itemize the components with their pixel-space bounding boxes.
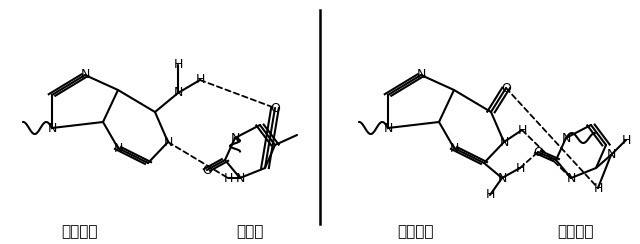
Text: N: N bbox=[497, 172, 507, 184]
Text: シトシン: シトシン bbox=[557, 224, 593, 240]
Text: N: N bbox=[173, 87, 182, 100]
Text: N: N bbox=[606, 149, 616, 162]
Text: N: N bbox=[47, 122, 57, 134]
Text: N: N bbox=[499, 135, 509, 149]
Text: N: N bbox=[80, 69, 90, 81]
Text: チミン: チミン bbox=[236, 224, 264, 240]
Text: N: N bbox=[566, 172, 576, 184]
Text: O: O bbox=[202, 163, 212, 176]
Text: O: O bbox=[533, 145, 543, 159]
Text: H: H bbox=[195, 73, 205, 87]
Text: H: H bbox=[485, 189, 495, 202]
Text: O: O bbox=[270, 102, 280, 114]
Text: H: H bbox=[517, 123, 527, 136]
Text: アデニン: アデニン bbox=[61, 224, 99, 240]
Text: N: N bbox=[561, 132, 571, 144]
Text: N: N bbox=[113, 142, 123, 154]
Text: H: H bbox=[515, 162, 525, 174]
Text: N: N bbox=[163, 135, 173, 149]
Text: N: N bbox=[230, 132, 240, 144]
Text: O: O bbox=[501, 81, 511, 94]
Text: N: N bbox=[236, 172, 244, 184]
Text: グアニン: グアニン bbox=[397, 224, 433, 240]
Text: H: H bbox=[223, 172, 233, 184]
Text: H: H bbox=[593, 182, 603, 194]
Text: H: H bbox=[621, 133, 630, 146]
Text: N: N bbox=[416, 69, 426, 81]
Text: N: N bbox=[383, 122, 393, 134]
Text: N: N bbox=[449, 142, 459, 154]
Text: H: H bbox=[173, 59, 182, 71]
